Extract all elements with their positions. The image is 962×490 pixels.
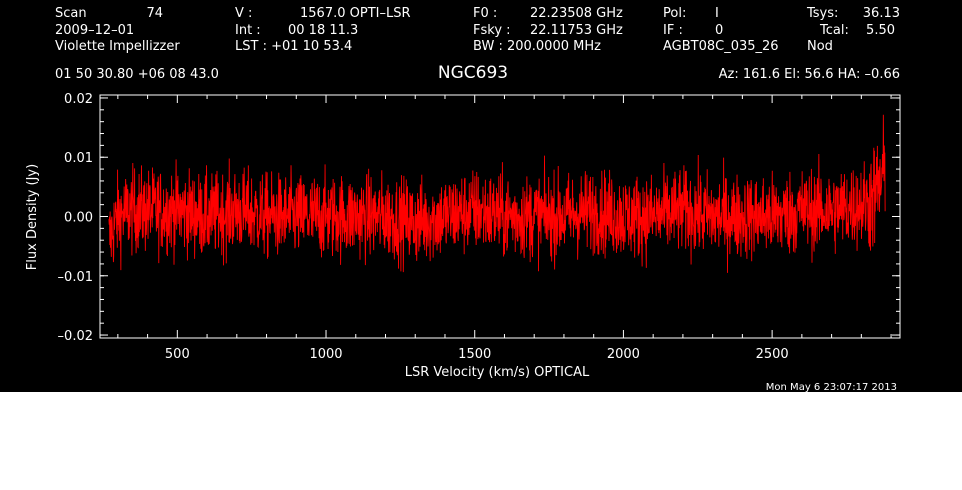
observing-mode: Nod [807, 39, 833, 54]
chart-title: NGC693 [438, 63, 508, 83]
rest-frequency-label: F0 : [473, 6, 497, 21]
axis-ticks: 500 1000 1500 2000 2500 –0.02 –0.01 0.00 0.01 0.0… [58, 92, 900, 362]
integration-label: Int : [235, 23, 261, 38]
pointing-info: Az: 161.6 El: 56.6 HA: –0.66 [719, 67, 900, 82]
x-tick-label: 2500 [756, 347, 789, 362]
spectrum-chart: Scan 74 V : 1567.0 OPTI–LSR F0 : 22.2350… [25, 6, 901, 392]
velocity-value: 1567.0 OPTI–LSR [300, 6, 411, 21]
x-tick-label: 1500 [458, 347, 491, 362]
scan-label: Scan [55, 6, 87, 21]
plot-panel: Scan 74 V : 1567.0 OPTI–LSR F0 : 22.2350… [0, 0, 962, 393]
tcal-value: 5.50 [866, 23, 895, 38]
project-id: AGBT08C_035_26 [663, 39, 779, 54]
bandwidth-value: BW : 200.0000 MHz [473, 39, 601, 54]
x-tick-label: 1000 [309, 347, 342, 362]
source-coordinates: 01 50 30.80 +06 08 43.0 [55, 67, 219, 82]
if-value: 0 [715, 23, 723, 38]
x-axis-label: LSR Velocity (km/s) OPTICAL [405, 365, 590, 380]
tsys-value: 36.13 [863, 6, 900, 21]
sky-frequency-label: Fsky : [473, 23, 511, 38]
plot-timestamp: Mon May 6 23:07:17 2013 [766, 382, 897, 392]
lst-value: LST : +01 10 53.4 [235, 39, 352, 54]
sky-frequency-value: 22.11753 GHz [530, 23, 623, 38]
y-axis-label: Flux Density (Jy) [25, 164, 40, 270]
y-tick-label: 0.02 [64, 92, 93, 107]
y-tick-label: –0.02 [58, 329, 93, 344]
y-tick-label: 0.01 [64, 151, 93, 166]
polarization-label: Pol: [663, 6, 686, 21]
spectrum-line [108, 114, 886, 273]
tcal-label: Tcal: [819, 23, 849, 38]
plot-frame [99, 94, 901, 339]
tsys-label: Tsys: [806, 6, 838, 21]
spectrum-trace [108, 114, 886, 273]
y-tick-label: 0.00 [64, 211, 93, 226]
x-tick-label: 500 [165, 347, 190, 362]
polarization-value: I [715, 6, 719, 21]
velocity-label: V : [235, 6, 252, 21]
if-label: IF : [663, 23, 683, 38]
y-tick-label: –0.01 [58, 270, 93, 285]
observation-date: 2009–12–01 [55, 23, 134, 38]
observer-name: Violette Impellizzer [55, 39, 180, 54]
rest-frequency-value: 22.23508 GHz [530, 6, 623, 21]
x-tick-label: 2000 [607, 347, 640, 362]
scan-value: 74 [146, 6, 163, 21]
integration-value: 00 18 11.3 [288, 23, 358, 38]
